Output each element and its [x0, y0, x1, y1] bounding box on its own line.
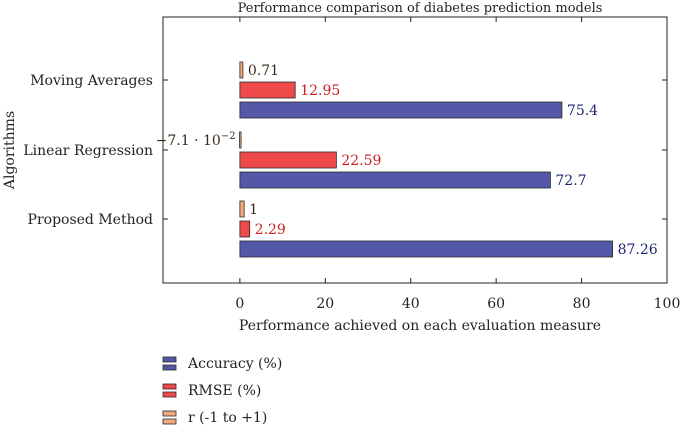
bar — [239, 81, 296, 99]
data-label: 22.59 — [341, 153, 381, 169]
x-tick-label: 40 — [402, 296, 420, 312]
bar — [239, 131, 242, 149]
y-axis: Moving Averages Linear Regression Proposed… — [23, 73, 667, 228]
chart-title: Performance comparison of diabetes predi… — [238, 1, 603, 16]
data-label: 87.26 — [618, 242, 658, 258]
x-axis: 0 20 40 60 80 100 — [235, 17, 680, 312]
bar — [239, 61, 244, 79]
data-label: 75.4 — [567, 103, 598, 119]
data-label: −7.1 · 10−2 — [156, 131, 236, 149]
data-labels-layer: 0.71 12.95 75.4 −7.1 · 10−2 22.59 72.7 1 2.29 87… — [156, 63, 658, 258]
legend-swatch — [162, 364, 177, 371]
legend-swatch — [162, 410, 177, 417]
y-axis-label: Algorithms — [2, 111, 18, 190]
legend-swatch — [162, 391, 177, 398]
legend-label: Accuracy (%) — [187, 356, 282, 372]
x-tick-label: 20 — [316, 296, 334, 312]
legend-swatch — [162, 356, 177, 363]
data-label: 1 — [249, 202, 258, 218]
bar — [239, 151, 337, 169]
y-tick-label: Moving Averages — [30, 73, 153, 89]
x-tick-label: 0 — [235, 296, 244, 312]
data-label: 2.29 — [255, 222, 286, 238]
data-label-exponent: −2 — [221, 131, 236, 142]
bars-layer — [239, 61, 613, 258]
data-label: 12.95 — [300, 83, 340, 99]
bar — [239, 200, 245, 218]
x-tick-label: 60 — [487, 296, 505, 312]
legend-label: r (-1 to +1) — [188, 410, 267, 426]
y-tick-label: Proposed Method — [28, 212, 154, 228]
x-tick-label: 80 — [573, 296, 591, 312]
legend-swatch — [162, 383, 177, 390]
data-label: 72.7 — [555, 173, 586, 189]
x-axis-label: Performance achieved on each evaluation … — [239, 318, 601, 334]
legend: Accuracy (%) RMSE (%) r (-1 to +1) — [162, 356, 282, 426]
legend-label: RMSE (%) — [188, 383, 261, 399]
bar — [239, 171, 551, 189]
x-tick-label: 100 — [654, 296, 680, 312]
legend-swatch — [162, 418, 177, 425]
y-tick-label: Linear Regression — [23, 143, 153, 159]
bar — [239, 101, 563, 119]
bar — [239, 220, 251, 238]
bar — [239, 240, 613, 258]
data-label: 0.71 — [248, 63, 279, 79]
